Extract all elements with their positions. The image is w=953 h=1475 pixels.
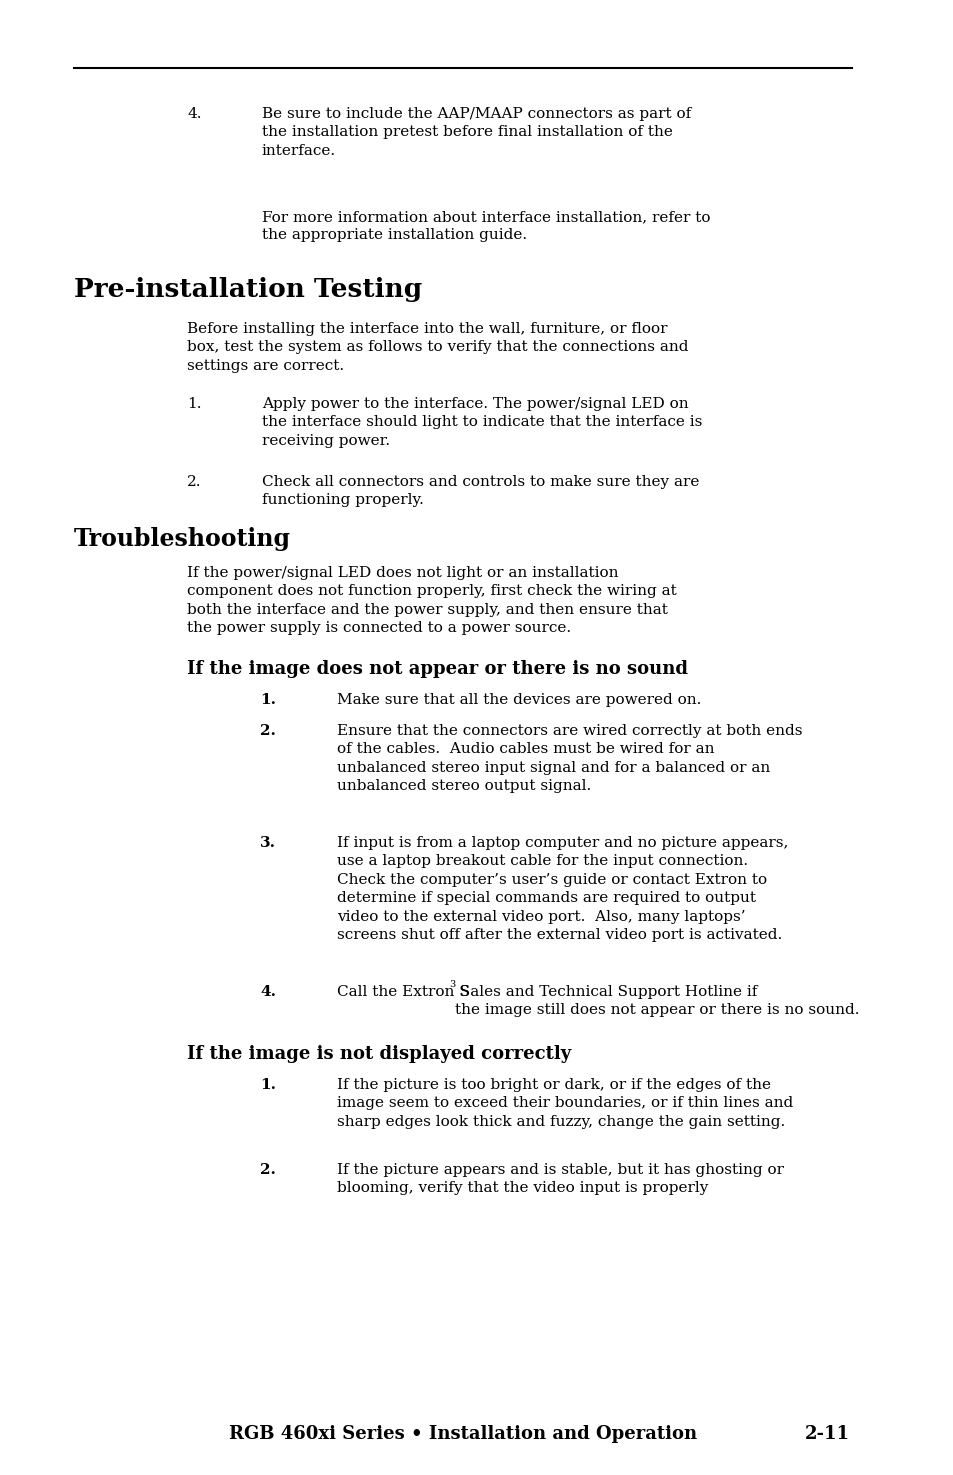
Text: Be sure to include the AAP/MAAP connectors as part of
the installation pretest b: Be sure to include the AAP/MAAP connecto… <box>262 108 690 158</box>
Text: 3: 3 <box>449 979 455 990</box>
Text: 3.: 3. <box>259 836 275 850</box>
Text: If the image does not appear or there is no sound: If the image does not appear or there is… <box>187 659 687 679</box>
Text: 2.: 2. <box>259 1162 275 1177</box>
Text: Before installing the interface into the wall, furniture, or floor
box, test the: Before installing the interface into the… <box>187 322 688 373</box>
Text: Ensure that the connectors are wired correctly at both ends
of the cables.  Audi: Ensure that the connectors are wired cor… <box>336 724 801 794</box>
Text: Make sure that all the devices are powered on.: Make sure that all the devices are power… <box>336 693 700 707</box>
Text: 2.: 2. <box>187 475 201 490</box>
Text: 2.: 2. <box>259 724 275 738</box>
Text: Check all connectors and controls to make sure they are
functioning properly.: Check all connectors and controls to mak… <box>262 475 699 507</box>
Text: 2-11: 2-11 <box>804 1425 849 1443</box>
Text: For more information about interface installation, refer to
the appropriate inst: For more information about interface ins… <box>262 209 710 242</box>
Text: If the picture is too bright or dark, or if the edges of the
image seem to excee: If the picture is too bright or dark, or… <box>336 1078 792 1128</box>
Text: If input is from a laptop computer and no picture appears,
use a laptop breakout: If input is from a laptop computer and n… <box>336 836 787 943</box>
Text: 1.: 1. <box>259 1078 275 1092</box>
Text: Sales and Technical Support Hotline if
the image still does not appear or there : Sales and Technical Support Hotline if t… <box>455 985 859 1018</box>
Text: Apply power to the interface. The power/signal LED on
the interface should light: Apply power to the interface. The power/… <box>262 397 701 448</box>
Text: If the power/signal LED does not light or an installation
component does not fun: If the power/signal LED does not light o… <box>187 566 677 636</box>
Text: RGB 460xi Series • Installation and Operation: RGB 460xi Series • Installation and Oper… <box>229 1425 696 1443</box>
Text: 4.: 4. <box>259 985 275 999</box>
Text: 4.: 4. <box>187 108 201 121</box>
Text: Pre-installation Testing: Pre-installation Testing <box>73 277 421 302</box>
Text: Call the Extron S: Call the Extron S <box>336 985 469 999</box>
Text: 1.: 1. <box>259 693 275 707</box>
Text: If the image is not displayed correctly: If the image is not displayed correctly <box>187 1044 571 1063</box>
Text: If the picture appears and is stable, but it has ghosting or
blooming, verify th: If the picture appears and is stable, bu… <box>336 1162 782 1195</box>
Text: Troubleshooting: Troubleshooting <box>73 527 291 552</box>
Text: 1.: 1. <box>187 397 201 412</box>
